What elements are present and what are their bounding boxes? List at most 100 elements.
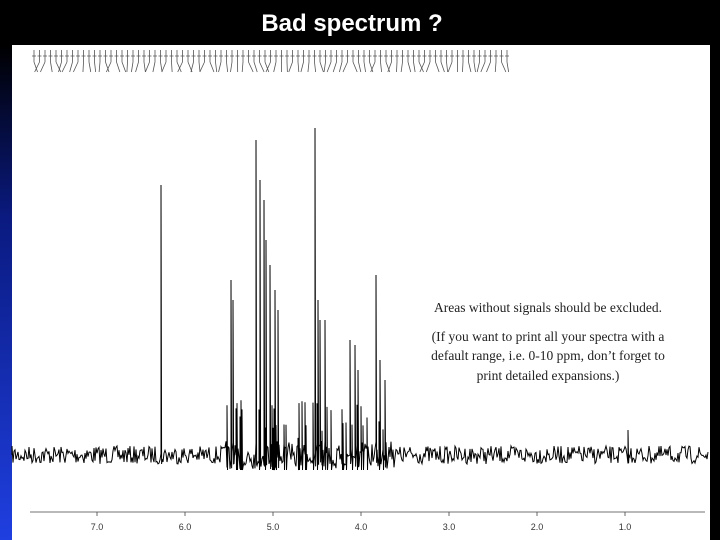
tick-label: 3.0 [443,522,456,532]
x-axis-ticks: 7.0 6.0 5.0 4.0 3.0 2.0 1.0 [91,512,632,532]
integral-mark [142,50,146,73]
integral-mark [323,50,328,73]
integral-mark [466,50,472,73]
integral-mark [40,50,47,73]
integral-mark [252,50,258,73]
tick-label: 6.0 [179,522,192,532]
integral-mark [326,50,333,73]
integral-mark [447,50,454,73]
side-bar [0,45,12,540]
integral-mark [285,50,289,73]
integral-mark [58,50,64,73]
integral-mark [98,50,102,73]
tick-label: 4.0 [355,522,368,532]
integral-mark [300,50,306,73]
integral-mark [114,50,121,73]
integral-mark [125,50,130,73]
integral-mark [425,50,432,73]
annotation-line: default range, i.e. 0-10 ppm, don’t forg… [431,348,665,363]
integral-mark [476,50,482,73]
integral-mark [505,50,510,73]
annotation: Areas without signals should be excluded… [431,300,665,383]
tick-label: 1.0 [619,522,632,532]
integral-mark [455,50,460,73]
integral-mark [411,50,416,73]
integral-mark [54,50,62,73]
integral-mark [197,50,201,73]
integral-mark [395,50,399,73]
integral-mark [318,50,324,73]
integral-mark [342,50,350,73]
integral-mark [332,50,339,73]
integral-mark [367,50,374,73]
integral-mark [419,50,427,73]
integral-mark [61,50,69,73]
integral-mark [135,50,141,73]
integral-mark [224,50,229,73]
integral-mark [92,50,97,73]
integral-mark [32,50,38,73]
integral-mark [378,50,383,73]
integral-mark [73,50,80,73]
integral-mark [103,50,110,73]
integral-mark [169,50,174,73]
integral-mark [362,50,366,73]
integral-mark [486,50,493,73]
integral-mark [370,50,377,73]
integral-mark [400,50,405,73]
integral-mark [257,50,265,73]
spectrum-trace [11,127,709,471]
integral-mark [177,50,185,73]
integral-mark [48,50,53,73]
integral-labels [32,50,510,73]
integral-mark [384,50,391,73]
integral-mark [161,50,168,73]
integral-mark [145,50,152,73]
integral-mark [263,50,270,73]
slide-title: Bad spectrum ? [261,10,442,37]
integral-mark [461,50,465,73]
integral-mark [235,50,240,73]
integral-mark [81,50,86,73]
integral-mark [175,50,182,73]
integral-mark [499,50,507,73]
integral-mark [218,50,223,73]
integral-mark [433,50,440,73]
integral-mark [279,50,284,73]
integral-mark [351,50,358,73]
annotation-line: (If you want to print all your spectra w… [432,329,665,344]
integral-mark [213,50,218,73]
integral-mark [406,50,412,73]
annotation-line: print detailed expansions.) [477,368,620,383]
annotation-line: Areas without signals should be excluded… [434,300,662,315]
integral-mark [480,50,487,73]
integral-mark [87,50,92,73]
integral-mark [246,50,254,73]
integral-mark [69,50,75,73]
integral-mark [158,50,163,73]
integral-mark [131,50,135,73]
tick-label: 5.0 [267,522,280,532]
integral-mark [444,50,449,73]
integral-mark [417,50,424,73]
integral-mark [265,50,273,73]
integral-mark [208,50,215,73]
integral-mark [120,50,127,73]
tick-label: 7.0 [91,522,104,532]
integral-mark [241,50,245,73]
tick-label: 2.0 [531,522,544,532]
integral-mark [307,50,311,73]
integral-mark [439,50,445,73]
integral-mark [494,50,498,73]
integral-mark [273,50,278,73]
integral-mark [472,50,476,73]
integral-mark [106,50,113,73]
integral-mark [296,50,300,73]
integral-mark [230,50,234,73]
integral-mark [356,50,362,73]
integral-mark [312,50,317,73]
integral-mark [387,50,394,73]
integral-mark [34,50,42,73]
